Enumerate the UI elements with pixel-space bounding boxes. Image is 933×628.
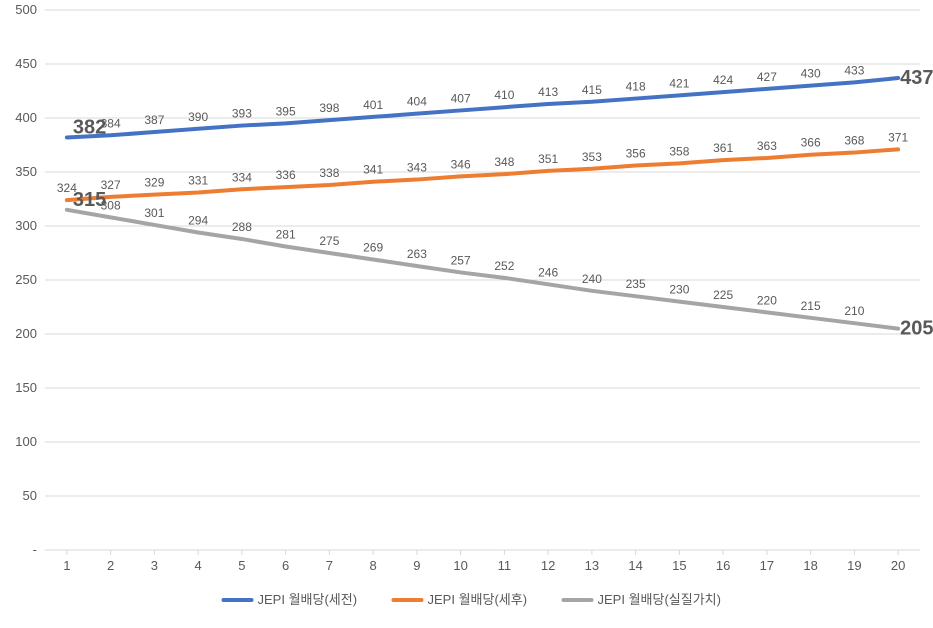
data-label: 329 [144, 176, 164, 190]
data-label: 331 [188, 174, 208, 188]
data-label: 288 [232, 220, 252, 234]
data-label: 346 [451, 157, 471, 171]
x-tick-label: 16 [716, 558, 730, 573]
data-label: 390 [188, 110, 208, 124]
data-label: 281 [276, 228, 296, 242]
y-tick-label: 250 [15, 272, 37, 287]
legend-label: JEPI 월배당(실질가치) [598, 592, 721, 607]
x-tick-label: 15 [672, 558, 686, 573]
x-tick-label: 8 [370, 558, 377, 573]
x-tick-label: 7 [326, 558, 333, 573]
x-tick-label: 17 [760, 558, 774, 573]
data-label: 225 [713, 288, 733, 302]
x-tick-label: 12 [541, 558, 555, 573]
x-tick-label: 2 [107, 558, 114, 573]
y-tick-label: 350 [15, 164, 37, 179]
data-label: 415 [582, 83, 602, 97]
y-tick-label: 400 [15, 110, 37, 125]
x-tick-label: 18 [803, 558, 817, 573]
data-label: 275 [319, 234, 339, 248]
legend-label: JEPI 월배당(세전) [258, 592, 358, 607]
x-tick-label: 9 [413, 558, 420, 573]
data-label: 220 [757, 293, 777, 307]
endpoint-label-last: 437 [900, 67, 933, 89]
data-label: 401 [363, 98, 383, 112]
x-tick-label: 5 [238, 558, 245, 573]
chart-svg: -501001502002503003504004505001234567891… [0, 0, 933, 628]
x-tick-label: 10 [453, 558, 467, 573]
data-label: 353 [582, 150, 602, 164]
data-label: 407 [451, 91, 471, 105]
x-tick-label: 6 [282, 558, 289, 573]
data-label: 240 [582, 272, 602, 286]
data-label: 358 [669, 144, 689, 158]
y-tick-label: 200 [15, 326, 37, 341]
data-label: 356 [626, 147, 646, 161]
y-tick-label: 500 [15, 2, 37, 17]
y-tick-label: - [33, 542, 37, 557]
data-label: 338 [319, 166, 339, 180]
data-label: 269 [363, 240, 383, 254]
data-label: 413 [538, 85, 558, 99]
x-tick-label: 13 [585, 558, 599, 573]
data-label: 427 [757, 70, 777, 84]
data-label: 263 [407, 247, 427, 261]
data-label: 398 [319, 101, 339, 115]
x-tick-label: 20 [891, 558, 905, 573]
data-label: 348 [494, 155, 514, 169]
y-tick-label: 150 [15, 380, 37, 395]
data-label: 246 [538, 265, 558, 279]
data-label: 424 [713, 73, 733, 87]
data-label: 387 [144, 113, 164, 127]
data-label: 410 [494, 88, 514, 102]
data-label: 433 [844, 63, 864, 77]
data-label: 393 [232, 107, 252, 121]
data-label: 430 [801, 67, 821, 81]
x-tick-label: 19 [847, 558, 861, 573]
data-label: 294 [188, 213, 208, 227]
x-tick-label: 14 [628, 558, 642, 573]
data-label: 210 [844, 304, 864, 318]
data-label: 404 [407, 95, 427, 109]
x-tick-label: 3 [151, 558, 158, 573]
data-label: 371 [888, 130, 908, 144]
line-chart: -501001502002503003504004505001234567891… [0, 0, 933, 628]
endpoint-label-first: 315 [73, 189, 106, 211]
data-label: 421 [669, 76, 689, 90]
y-tick-label: 100 [15, 434, 37, 449]
data-label: 351 [538, 152, 558, 166]
x-tick-label: 1 [63, 558, 70, 573]
data-label: 257 [451, 253, 471, 267]
data-label: 368 [844, 134, 864, 148]
y-tick-label: 450 [15, 56, 37, 71]
data-label: 301 [144, 206, 164, 220]
y-tick-label: 50 [23, 488, 37, 503]
x-tick-label: 4 [195, 558, 202, 573]
endpoint-label-last: 205 [900, 318, 933, 340]
data-label: 341 [363, 163, 383, 177]
data-label: 230 [669, 283, 689, 297]
data-label: 252 [494, 259, 514, 273]
data-label: 395 [276, 104, 296, 118]
data-label: 235 [626, 277, 646, 291]
y-tick-label: 300 [15, 218, 37, 233]
data-label: 361 [713, 141, 733, 155]
data-label: 343 [407, 161, 427, 175]
data-label: 336 [276, 168, 296, 182]
legend-label: JEPI 월배당(세후) [428, 592, 528, 607]
data-label: 366 [801, 136, 821, 150]
data-label: 215 [801, 299, 821, 313]
x-tick-label: 11 [498, 558, 512, 573]
data-label: 334 [232, 170, 252, 184]
endpoint-label-first: 382 [73, 116, 106, 138]
data-label: 363 [757, 139, 777, 153]
data-label: 418 [626, 80, 646, 94]
